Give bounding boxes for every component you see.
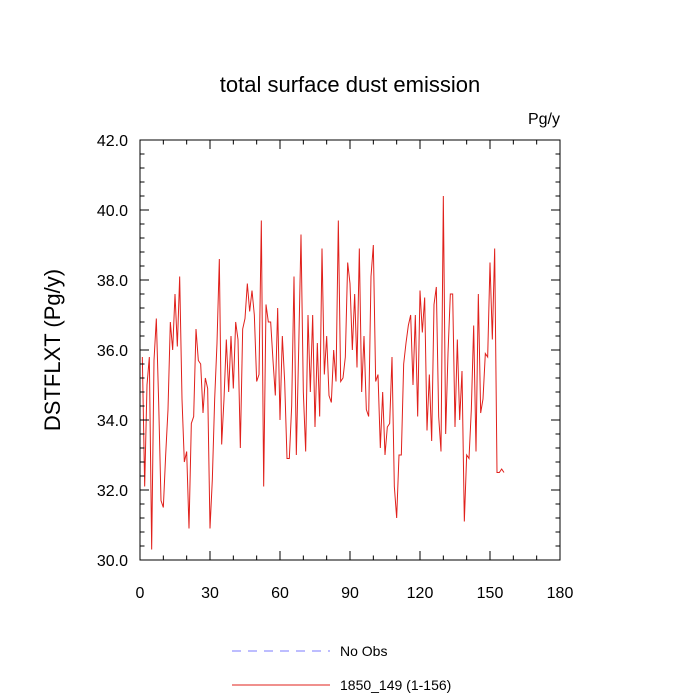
legend-label-1850-149: 1850_149 (1-156)	[340, 677, 451, 693]
y-tick-label: 36.0	[97, 343, 128, 360]
y-tick-label: 32.0	[97, 483, 128, 500]
series-layer	[141, 195, 505, 550]
axes-layer: 0 30 60 90 120 150 180 30.0 32.0 34.0 36.0 38.0 40.0…	[97, 133, 574, 602]
x-tick-label: 60	[271, 585, 289, 602]
y-axis-label: DSTFLXT (Pg/y)	[40, 269, 65, 431]
x-tick-label: 30	[201, 585, 219, 602]
legend-label-no-obs: No Obs	[340, 643, 387, 659]
x-tick-label: 0	[136, 585, 145, 602]
units-label: Pg/y	[528, 111, 560, 128]
x-tick-label: 90	[341, 585, 359, 602]
y-tick-label: 38.0	[97, 273, 128, 290]
x-tick-label: 120	[407, 585, 434, 602]
series-line-0	[141, 195, 505, 550]
y-tick-label: 42.0	[97, 133, 128, 150]
x-tick-label: 180	[547, 585, 574, 602]
chart-title: total surface dust emission	[220, 72, 480, 97]
y-tick-label: 30.0	[97, 553, 128, 570]
y-tick-label: 40.0	[97, 203, 128, 220]
legend: No Obs 1850_149 (1-156)	[232, 643, 451, 693]
x-tick-label: 150	[477, 585, 504, 602]
y-tick-label: 34.0	[97, 413, 128, 430]
